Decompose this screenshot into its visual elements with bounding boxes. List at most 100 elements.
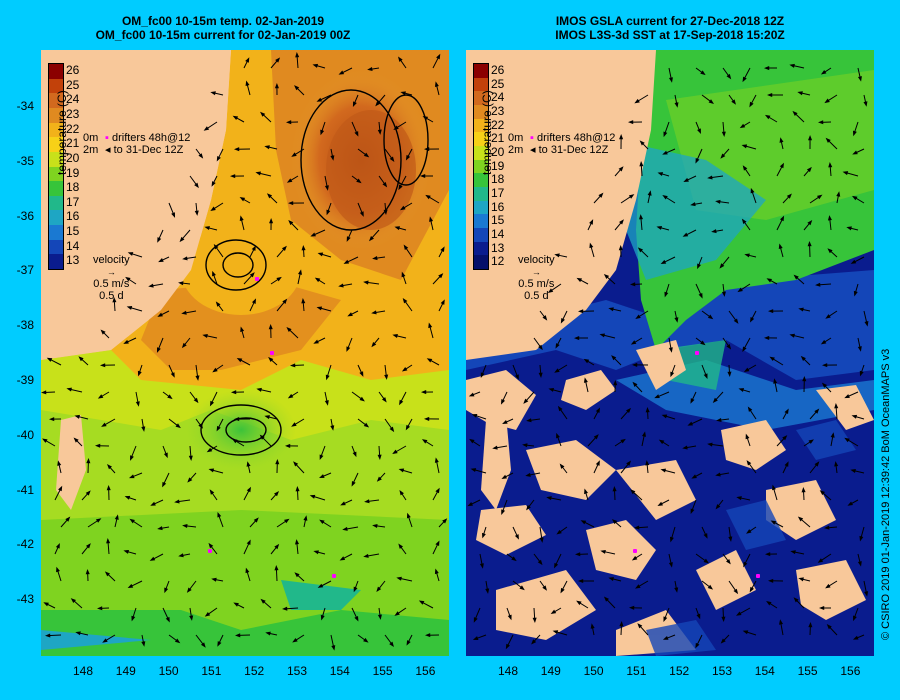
current-arrow-head — [806, 166, 812, 173]
current-arrow-head — [317, 583, 324, 588]
current-arrow-head — [721, 291, 726, 297]
current-arrow-head — [442, 518, 448, 524]
colorbar-tick-label: 26 — [491, 63, 505, 77]
y-tick-label: -36 — [16, 208, 34, 223]
colorbar-tick-label: 19 — [491, 158, 505, 173]
colorbar-segment — [474, 255, 488, 269]
current-arrow-head — [246, 486, 251, 493]
current-arrow-head — [130, 455, 134, 461]
current-arrow-head — [317, 252, 324, 257]
current-arrow-head — [514, 374, 519, 380]
current-arrow-head — [554, 253, 560, 258]
current-arrow-head — [291, 152, 297, 157]
current-arrow-head — [394, 611, 400, 616]
colorbar-segment — [49, 93, 63, 109]
drifter-marker — [255, 277, 259, 281]
colorbar-tick-label: 14 — [491, 227, 505, 241]
current-arrow-head — [822, 363, 828, 368]
current-arrow-head — [707, 175, 713, 180]
current-arrow-head — [793, 597, 799, 603]
current-arrow-head — [193, 397, 199, 404]
current-arrow-head — [42, 438, 48, 443]
current-arrow-head — [817, 194, 823, 200]
current-arrow-head — [670, 371, 675, 378]
current-arrow-head — [434, 568, 439, 575]
current-arrow-head — [171, 212, 176, 218]
current-arrow-head — [239, 215, 244, 221]
current-arrow-head — [316, 97, 323, 102]
current-arrow-head — [352, 101, 357, 107]
drifter-legend-line2: to 31-Dec 12Z — [113, 144, 184, 156]
current-arrow-head — [779, 137, 784, 143]
current-arrow-head — [578, 578, 584, 584]
current-arrow-head — [630, 489, 636, 495]
right-title-line2: IMOS L3S-3d SST at 17-Sep-2018 15:20Z — [555, 28, 785, 42]
current-arrow-head — [797, 91, 803, 96]
current-arrow-head — [764, 335, 770, 340]
current-arrow-head — [330, 155, 335, 161]
current-arrow-head — [208, 542, 214, 549]
current-arrow-head — [209, 400, 215, 407]
current-arrow-head — [703, 533, 708, 539]
current-arrow-head — [85, 490, 91, 496]
x-tick-label: 150 — [583, 664, 604, 678]
current-arrow-head — [820, 69, 827, 75]
current-arrow-head — [639, 161, 644, 167]
current-arrow-head — [286, 326, 292, 333]
current-arrow-head — [574, 336, 580, 341]
depth-bottom: 2m — [83, 144, 99, 156]
current-arrow-head — [590, 623, 595, 629]
colorbar-tick-label: 16 — [491, 199, 505, 214]
colorbar-tick-label: 20 — [66, 150, 80, 165]
current-arrow-head — [421, 390, 427, 395]
x-tick-label: 150 — [158, 664, 179, 678]
current-arrow-head — [246, 539, 251, 546]
current-arrow-head — [149, 556, 156, 561]
current-arrow-head — [634, 98, 640, 104]
current-arrow-head — [174, 638, 181, 644]
current-arrow-head — [384, 374, 389, 380]
current-arrow-head — [204, 612, 211, 617]
current-arrow-head — [789, 333, 795, 338]
current-arrow-head — [320, 129, 325, 136]
current-arrow-head — [353, 586, 358, 593]
current-arrow-head — [55, 543, 60, 549]
current-arrow-head — [383, 209, 388, 215]
current-arrow-head — [721, 131, 726, 137]
current-arrow-head — [274, 543, 280, 550]
current-arrow-head — [696, 613, 701, 620]
current-arrow-head — [95, 518, 102, 523]
velocity-legend-scale: 0.5 m/s — [93, 278, 130, 290]
current-arrow-head — [808, 622, 813, 628]
current-arrow-head — [828, 162, 833, 168]
current-arrow-head — [389, 641, 394, 648]
x-tick-label: 154 — [754, 664, 775, 678]
current-arrow-head — [401, 271, 406, 278]
current-arrow-head — [531, 639, 537, 645]
current-arrow-head — [301, 245, 306, 251]
current-arrow-head — [440, 299, 445, 305]
current-arrow-head — [556, 529, 562, 535]
current-arrow-head — [101, 422, 107, 427]
current-arrow-head — [668, 347, 673, 353]
current-arrow-head — [807, 241, 812, 247]
current-arrow-head — [790, 550, 796, 555]
depth-bottom: 2m — [508, 144, 524, 156]
current-arrow-head — [276, 276, 282, 282]
current-arrow-head — [418, 600, 425, 605]
current-arrow-head — [97, 606, 103, 611]
current-arrow-head — [708, 99, 714, 105]
current-arrow-head — [583, 358, 590, 364]
current-arrow-head — [131, 615, 136, 622]
current-arrow-head — [863, 101, 868, 107]
current-arrow-head — [216, 425, 221, 432]
right-map-panel: 26 25 24 23 22 21 20 19 18 17 16 15 14 13 12 temperatu… — [466, 50, 874, 656]
current-arrow-head — [217, 511, 222, 518]
current-arrow-head — [814, 461, 820, 467]
current-arrow-head — [738, 388, 745, 392]
colorbar-tick-label: 15 — [491, 213, 505, 228]
current-arrow-head — [583, 377, 588, 383]
current-arrow-head — [78, 356, 84, 362]
current-arrow-head — [599, 333, 606, 338]
current-arrow-head — [820, 339, 827, 345]
